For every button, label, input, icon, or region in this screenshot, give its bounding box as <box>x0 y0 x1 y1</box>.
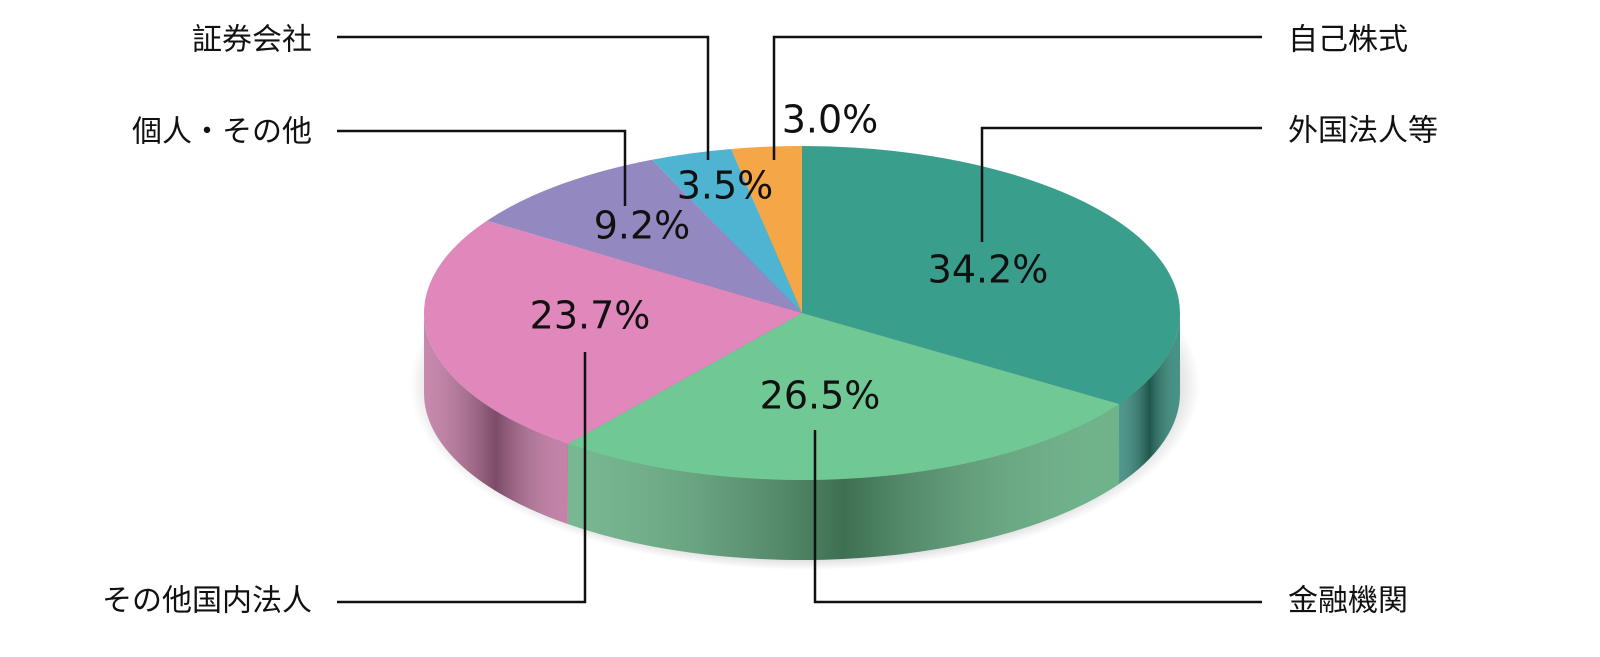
slice <box>802 146 1180 404</box>
slice <box>424 220 802 445</box>
leader-line <box>337 35 710 160</box>
value-label: 3.5% <box>677 164 774 208</box>
category-label: 外国法人等 <box>1288 114 1438 149</box>
leader-line <box>772 35 1262 160</box>
slice <box>567 313 1120 480</box>
value-label: 23.7% <box>530 294 651 338</box>
leader-line <box>813 430 1262 604</box>
slice-side-shade <box>424 313 568 525</box>
category-label: 金融機関 <box>1288 584 1408 619</box>
slice <box>652 148 802 313</box>
value-label: 26.5% <box>760 374 881 418</box>
slice-side-shade <box>1119 313 1180 484</box>
leader-line <box>980 126 1262 242</box>
value-label: 34.2% <box>928 248 1049 292</box>
value-label: 9.2% <box>594 204 691 248</box>
slice <box>486 159 802 313</box>
leader-line <box>337 129 627 206</box>
leader-line <box>337 352 587 604</box>
category-label: 個人・その他 <box>132 115 312 150</box>
slice-side-shade <box>567 403 1120 560</box>
value-label: 3.0% <box>782 98 879 142</box>
category-label: 自己株式 <box>1288 23 1408 58</box>
category-label: その他国内法人 <box>102 584 312 619</box>
slice <box>731 146 802 313</box>
category-label: 証券会社 <box>192 23 312 58</box>
